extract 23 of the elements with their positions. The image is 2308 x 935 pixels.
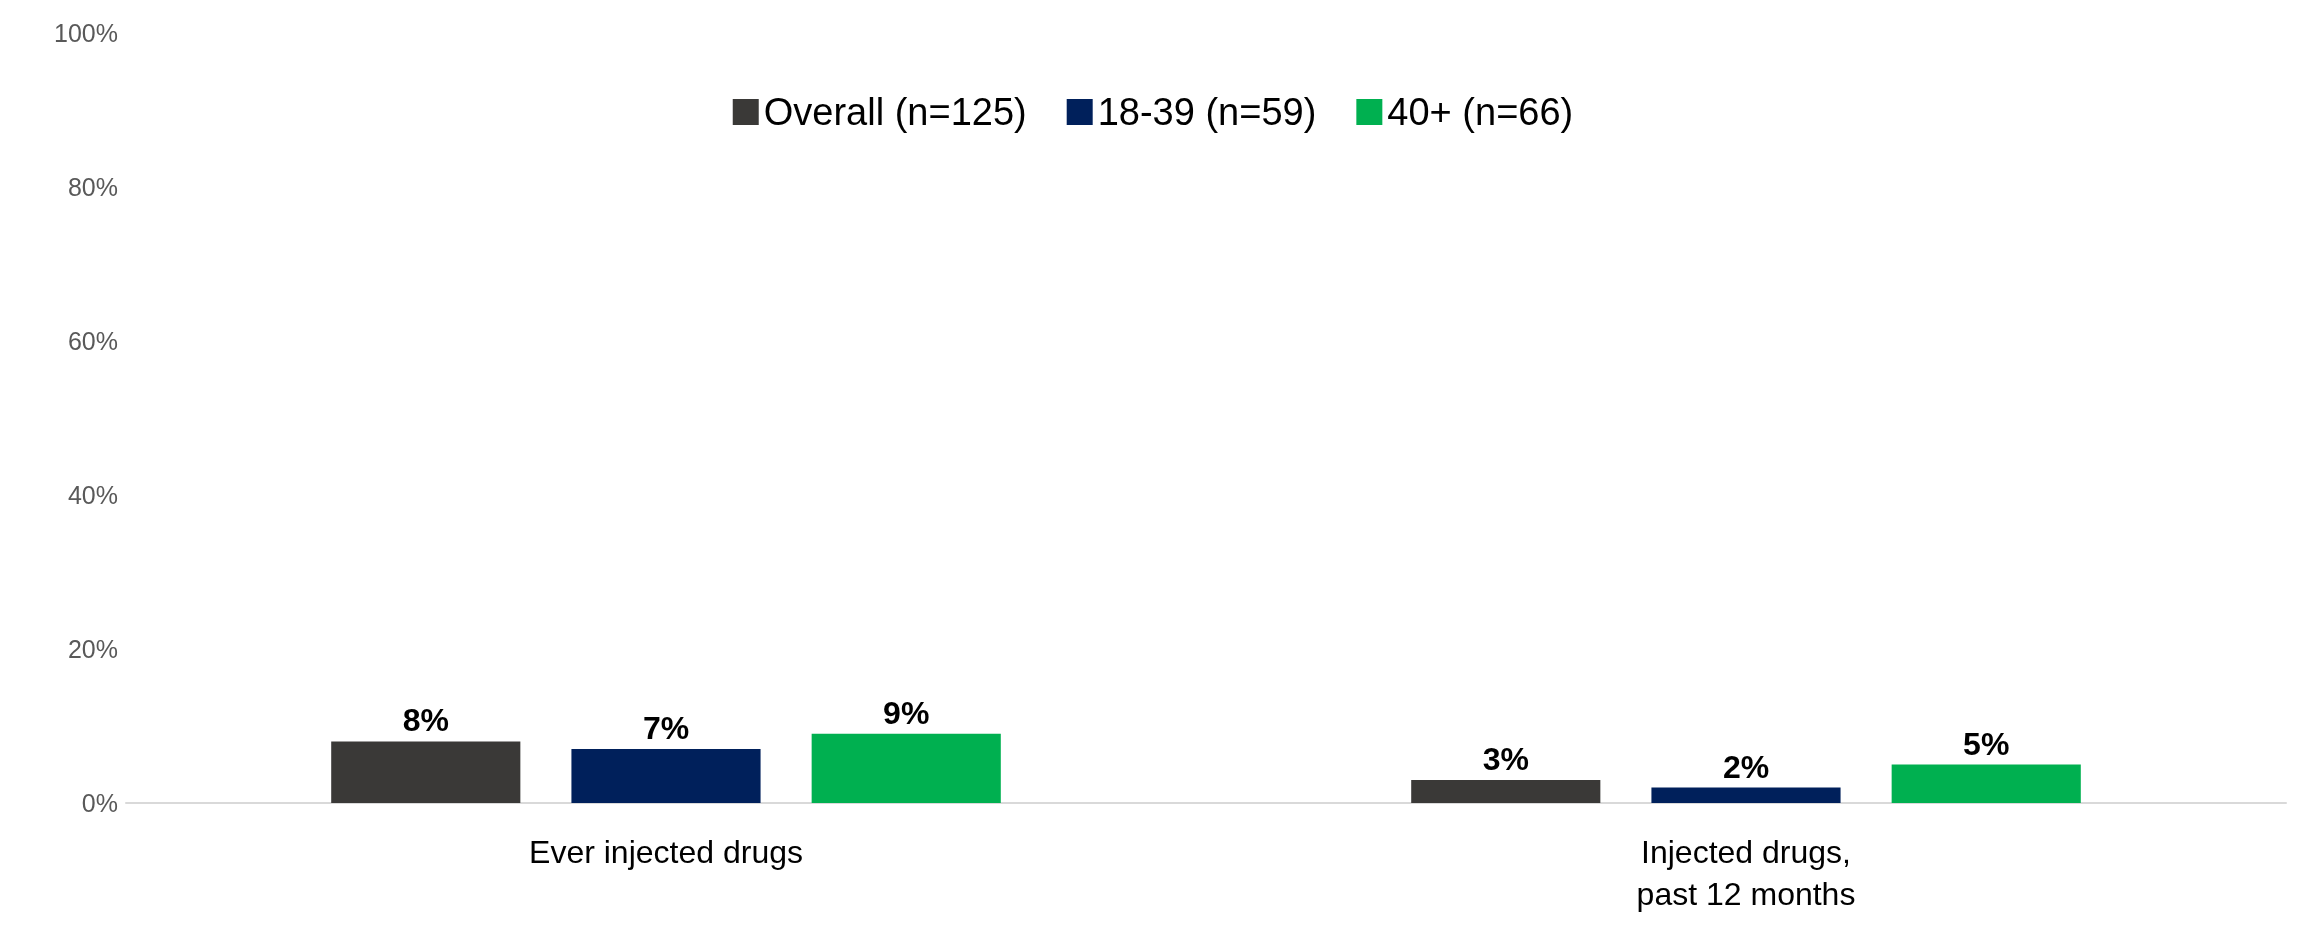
data-label: 5% [1963, 725, 2010, 762]
y-tick-label: 40% [67, 481, 118, 509]
y-tick-label: 80% [67, 173, 118, 201]
x-tick-label: Injected drugs, past 12 months [1636, 834, 1856, 912]
data-label: 7% [642, 710, 690, 747]
bar [1651, 787, 1841, 803]
data-label: 9% [883, 694, 930, 731]
bar [1891, 764, 2081, 803]
bar [811, 733, 1001, 803]
data-label: 8% [402, 702, 449, 739]
data-label: 3% [1482, 740, 1529, 777]
data-label: 2% [1722, 748, 1770, 785]
bar [331, 741, 521, 803]
legend-label: 40+ (n=66) [1387, 91, 1574, 133]
legend-label: Overall (n=125) [763, 91, 1027, 133]
legend-label: 18-39 (n=59) [1097, 91, 1317, 133]
y-tick-label: 60% [67, 327, 118, 355]
y-tick-label: 0% [81, 789, 118, 817]
bar [1411, 779, 1601, 803]
bar [571, 749, 761, 803]
y-tick-label: 20% [67, 635, 118, 663]
x-tick-label: Ever injected drugs [529, 834, 803, 870]
y-tick-label: 100% [54, 19, 118, 47]
